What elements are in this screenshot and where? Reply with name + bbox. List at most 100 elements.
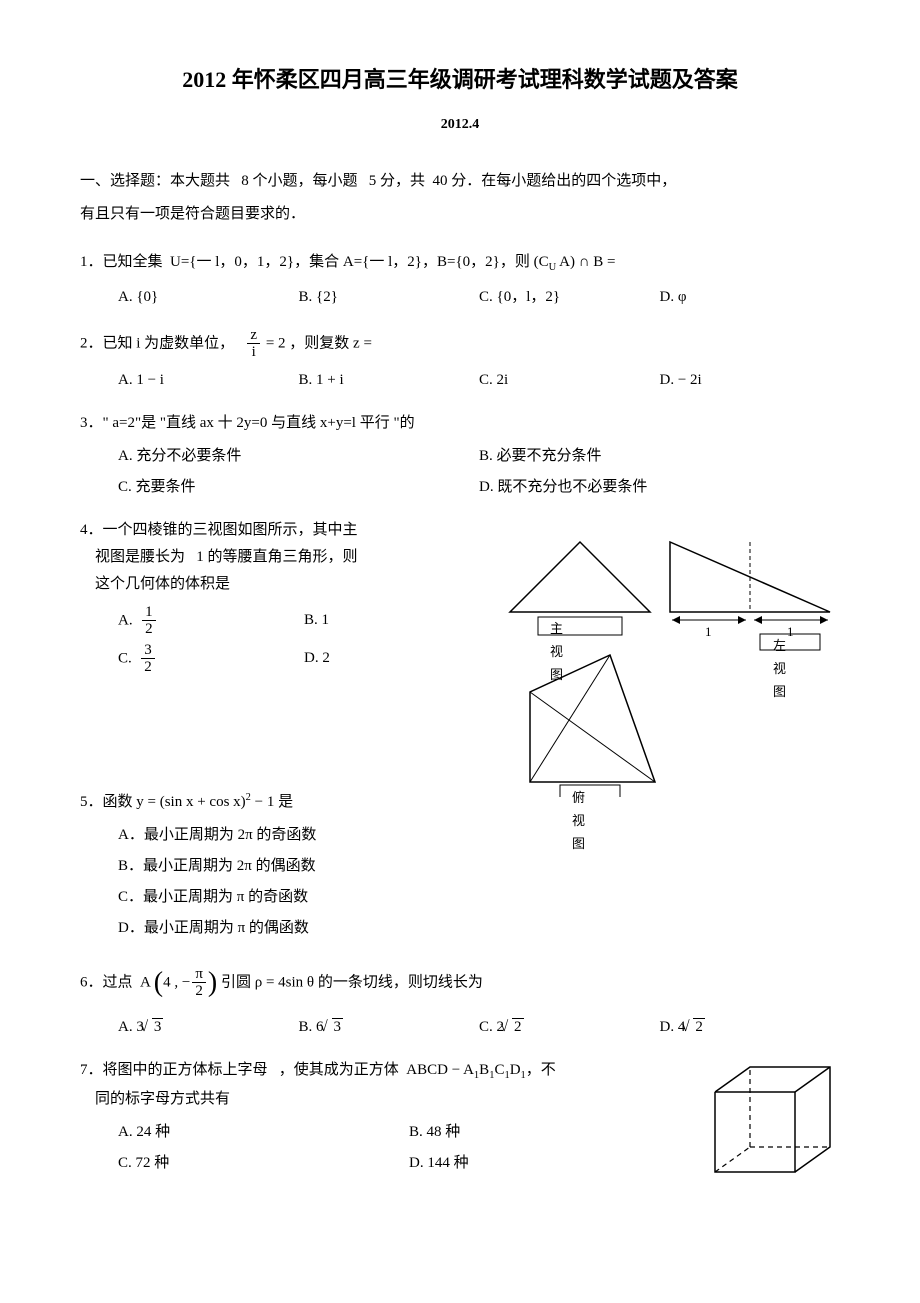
- intro-b: 8 个小题，每小题: [241, 173, 357, 189]
- q6-stem-b: A: [140, 974, 150, 990]
- q3-options: A. 充分不必要条件 B. 必要不充分条件 C. 充要条件 D. 既不充分也不必…: [80, 443, 840, 505]
- q1-stem-c: A) ∩ B =: [556, 254, 615, 270]
- q5-stem-a: 5．函数 y = (sin x + cos x): [80, 794, 246, 810]
- q2-opt-c: C. 2i: [479, 367, 660, 394]
- q2-options: A. 1 − i B. 1 + i C. 2i D. − 2i: [80, 367, 840, 398]
- q2-frac-num: z: [247, 327, 260, 345]
- q4-a-frac: 1 2: [142, 604, 156, 638]
- front-view: [510, 542, 650, 635]
- section-intro: 一、选择题：本大题共 8 个小题，每小题 5 分，共 40 分．在每小题给出的四…: [80, 165, 840, 231]
- q6-stem-c: 4 , −: [163, 974, 190, 990]
- q6-c-rad: 2: [512, 1018, 524, 1035]
- q2-opt-d: D. − 2i: [660, 367, 841, 394]
- q7-stem-c: ABCD − A: [406, 1062, 474, 1078]
- q7-figure: [700, 1057, 840, 1187]
- question-2: 2．已知 i 为虚数单位， z i = 2 ，则复数 z = A. 1 − i …: [80, 327, 840, 398]
- q3-stem: 3．" a=2"是 "直线 ax 十 2y=0 与直线 x+y=l 平行 "的: [80, 410, 840, 437]
- q6-frac: π2: [192, 966, 206, 1000]
- sqrt-icon: 3: [324, 1014, 344, 1041]
- q6-options: A. 33 B. 63 C. 22 D. 42: [80, 1014, 840, 1045]
- q4-opt-d: D. 2: [304, 645, 490, 672]
- q1-stem-b: U={一 l，0，1，2}，集合 A={一 l，2}，B={0，2}，则 (C: [170, 254, 549, 270]
- q4-a-num: 1: [142, 604, 156, 622]
- page-title: 2012 年怀柔区四月高三年级调研考试理科数学试题及答案: [80, 60, 840, 100]
- question-6: 6．过点 A (4 , −π2) 引圆 ρ = 4sin θ 的一条切线，则切线…: [80, 958, 840, 1045]
- left-paren-icon: (: [154, 958, 163, 1008]
- top-view: [530, 655, 655, 797]
- question-3: 3．" a=2"是 "直线 ax 十 2y=0 与直线 x+y=l 平行 "的 …: [80, 410, 840, 505]
- q4-opt-a: A. 1 2: [118, 604, 304, 638]
- q4-stem: 4．一个四棱锥的三视图如图所示，其中主 视图是腰长为 1 的等腰直角三角形，则 …: [80, 517, 490, 598]
- q2-opt-a: A. 1 − i: [118, 367, 299, 394]
- q5-opt-c: C．最小正周期为 π 的奇函数: [118, 884, 840, 911]
- q2-frac: z i: [247, 327, 260, 361]
- q4-c-frac: 3 2: [141, 642, 155, 676]
- q4-stem-d: 这个几何体的体积是: [95, 576, 230, 592]
- q1-stem-a: 1．已知全集: [80, 254, 163, 270]
- side-num-1b: 1: [787, 620, 794, 643]
- intro-e: 有且只有一项是符合题目要求的．: [80, 206, 305, 222]
- q4-stem-c: 1 的等腰直角三角形，则: [196, 549, 357, 565]
- q1-opt-c: C. {0，l，2}: [479, 284, 660, 311]
- q5-opt-a: A．最小正周期为 2π 的奇函数: [118, 822, 840, 849]
- q4-options: A. 1 2 B. 1 C. 3 2 D. 2: [80, 604, 490, 680]
- q4-c-den: 2: [141, 659, 155, 676]
- q4-c-label: C.: [118, 650, 132, 666]
- q6-b-rad: 3: [332, 1018, 344, 1035]
- question-5: 5．函数 y = (sin x + cos x)2 − 1 是 A．最小正周期为…: [80, 789, 840, 946]
- sqrt-icon: 3: [144, 1014, 164, 1041]
- q3-opt-c: C. 充要条件: [118, 474, 479, 501]
- q7-stem-b: ，使其成为正方体: [279, 1062, 399, 1078]
- q7-stem: 7．将图中的正方体标上字母 ，使其成为正方体 ABCD − A1B1C1D1，不…: [80, 1057, 700, 1113]
- front-view-label: 主视图: [550, 617, 563, 687]
- q4-three-views: [490, 517, 840, 797]
- q2-stem-b: = 2 ，则复数 z =: [266, 335, 372, 351]
- q5-opt-b: B．最小正周期为 2π 的偶函数: [118, 853, 840, 880]
- q7-opt-b: B. 48 种: [409, 1119, 700, 1146]
- exam-date: 2012.4: [80, 112, 840, 137]
- q5-stem: 5．函数 y = (sin x + cos x)2 − 1 是: [80, 789, 840, 816]
- q7-stem-e: C: [494, 1062, 504, 1078]
- q6-opt-a: A. 33: [118, 1014, 299, 1041]
- q2-stem-a: 2．已知 i 为虚数单位，: [80, 335, 234, 351]
- q6-stem: 6．过点 A (4 , −π2) 引圆 ρ = 4sin θ 的一条切线，则切线…: [80, 958, 840, 1008]
- question-4: 4．一个四棱锥的三视图如图所示，其中主 视图是腰长为 1 的等腰直角三角形，则 …: [80, 517, 840, 797]
- q4-a-den: 2: [142, 621, 156, 638]
- q1-opt-a: A. {0}: [118, 284, 299, 311]
- q6-stem-d: 引圆 ρ = 4sin θ 的一条切线，则切线长为: [221, 974, 483, 990]
- question-7: 7．将图中的正方体标上字母 ，使其成为正方体 ABCD − A1B1C1D1，不…: [80, 1057, 840, 1187]
- q1-options: A. {0} B. {2} C. {0，l，2} D. φ: [80, 284, 840, 315]
- q6-d-rad: 2: [693, 1018, 705, 1035]
- q4-stem-a: 4．一个四棱锥的三视图如图所示，其中主: [80, 522, 358, 538]
- q2-frac-den: i: [247, 344, 260, 361]
- q6-two: 2: [192, 983, 206, 1000]
- q1-opt-d: D. φ: [660, 284, 841, 311]
- intro-a: 一、选择题：本大题共: [80, 173, 230, 189]
- q6-stem-a: 6．过点: [80, 974, 133, 990]
- q7-opt-d: D. 144 种: [409, 1150, 700, 1177]
- intro-c: 5 分，共: [369, 173, 425, 189]
- q5-opt-d: D．最小正周期为 π 的偶函数: [118, 915, 840, 942]
- q5-options: A．最小正周期为 2π 的奇函数 B．最小正周期为 2π 的偶函数 C．最小正周…: [80, 822, 840, 946]
- question-1: 1．已知全集 U={一 l，0，1，2}，集合 A={一 l，2}，B={0，2…: [80, 249, 840, 315]
- intro-d: 40 分．在每小题给出的四个选项中，: [433, 173, 677, 189]
- sqrt-icon: 2: [504, 1014, 524, 1041]
- q2-opt-b: B. 1 + i: [299, 367, 480, 394]
- q6-opt-b: B. 63: [299, 1014, 480, 1041]
- q5-stem-b: − 1 是: [251, 794, 293, 810]
- q7-stem-f: D: [510, 1062, 521, 1078]
- q4-opt-c: C. 3 2: [118, 642, 304, 676]
- q7-stem-a: 7．将图中的正方体标上字母: [80, 1062, 268, 1078]
- q6-a-rad: 3: [152, 1018, 164, 1035]
- q7-options: A. 24 种 B. 48 种 C. 72 种 D. 144 种: [80, 1119, 700, 1181]
- side-num-1a: 1: [705, 620, 712, 643]
- q3-opt-b: B. 必要不充分条件: [479, 443, 840, 470]
- cube-icon: [700, 1057, 840, 1187]
- q7-opt-c: C. 72 种: [118, 1150, 409, 1177]
- q4-figure: 主视图 1 1 左视图 俯视图: [490, 517, 840, 797]
- q7-stem-h: 同的标字母方式共有: [95, 1091, 230, 1107]
- q7-stem-g: ，不: [526, 1062, 556, 1078]
- q6-pi: π: [192, 966, 206, 984]
- q6-opt-c: C. 22: [479, 1014, 660, 1041]
- q2-stem: 2．已知 i 为虚数单位， z i = 2 ，则复数 z =: [80, 327, 840, 361]
